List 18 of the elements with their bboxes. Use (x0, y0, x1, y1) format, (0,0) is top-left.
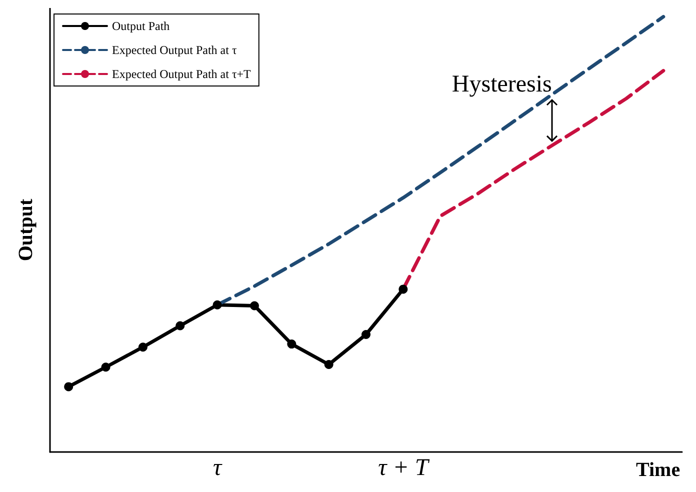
legend-label: Output Path (112, 19, 170, 33)
x-tick-label: τ (212, 455, 223, 481)
annotation: Hysteresis (452, 72, 552, 98)
y-axis-title: Output (15, 198, 37, 262)
legend-label: Expected Output Path at τ+T (112, 67, 252, 81)
point (250, 301, 259, 310)
point (362, 330, 370, 339)
legend-label: Expected Output Path at τ (112, 43, 237, 57)
point (212, 300, 222, 310)
point (101, 362, 110, 372)
point (287, 340, 296, 349)
point (138, 342, 148, 352)
point (64, 382, 74, 392)
x-axis-title: Time (636, 459, 680, 481)
point (398, 284, 408, 294)
x-tick-label: τ + T (378, 455, 430, 481)
point (176, 321, 185, 330)
point (324, 360, 334, 370)
